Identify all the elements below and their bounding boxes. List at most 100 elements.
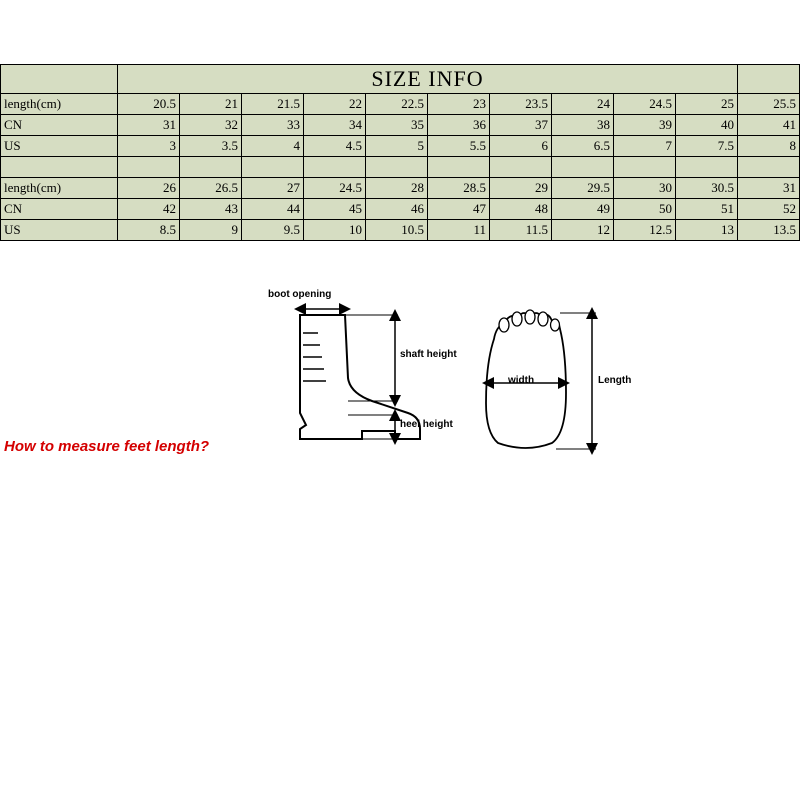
cell: 25 <box>676 94 738 115</box>
table-row: length(cm) 26 26.5 27 24.5 28 28.5 29 29… <box>1 178 800 199</box>
cell: 52 <box>738 199 800 220</box>
cell: 37 <box>490 115 552 136</box>
cell: 35 <box>366 115 428 136</box>
cell: 22 <box>304 94 366 115</box>
cell: 11.5 <box>490 220 552 241</box>
cell: 21 <box>180 94 242 115</box>
cell: 51 <box>676 199 738 220</box>
cell: 3 <box>118 136 180 157</box>
empty-cell <box>738 65 800 94</box>
cell: 31 <box>738 178 800 199</box>
cell: 12.5 <box>614 220 676 241</box>
empty-cell <box>1 65 118 94</box>
cell: 6.5 <box>552 136 614 157</box>
table-title: SIZE INFO <box>118 65 738 94</box>
cell: 26 <box>118 178 180 199</box>
shaft-height-label: shaft height <box>400 349 457 360</box>
cell: 20.5 <box>118 94 180 115</box>
empty-cell <box>428 157 490 178</box>
cell: 34 <box>304 115 366 136</box>
measure-question: How to measure feet length? <box>4 438 209 455</box>
empty-cell <box>738 157 800 178</box>
table-row: CN 31 32 33 34 35 36 37 38 39 40 41 <box>1 115 800 136</box>
size-table: SIZE INFO length(cm) 20.5 21 21.5 22 22.… <box>0 64 800 241</box>
table-row: CN 42 43 44 45 46 47 48 49 50 51 52 <box>1 199 800 220</box>
cell: 21.5 <box>242 94 304 115</box>
row-label: US <box>1 220 118 241</box>
cell: 50 <box>614 199 676 220</box>
cell: 6 <box>490 136 552 157</box>
cell: 29.5 <box>552 178 614 199</box>
cell: 4 <box>242 136 304 157</box>
row-label: CN <box>1 115 118 136</box>
cell: 5 <box>366 136 428 157</box>
cell: 25.5 <box>738 94 800 115</box>
cell: 9 <box>180 220 242 241</box>
cell: 47 <box>428 199 490 220</box>
cell: 29 <box>490 178 552 199</box>
size-table-container: SIZE INFO length(cm) 20.5 21 21.5 22 22.… <box>0 64 800 241</box>
table-row <box>1 157 800 178</box>
cell: 9.5 <box>242 220 304 241</box>
cell: 5.5 <box>428 136 490 157</box>
row-label: US <box>1 136 118 157</box>
cell: 33 <box>242 115 304 136</box>
cell: 3.5 <box>180 136 242 157</box>
row-label: CN <box>1 199 118 220</box>
cell: 24.5 <box>304 178 366 199</box>
cell: 23 <box>428 94 490 115</box>
row-label: length(cm) <box>1 94 118 115</box>
empty-cell <box>180 157 242 178</box>
cell: 13.5 <box>738 220 800 241</box>
cell: 7 <box>614 136 676 157</box>
empty-cell <box>366 157 428 178</box>
empty-cell <box>676 157 738 178</box>
cell: 48 <box>490 199 552 220</box>
cell: 10.5 <box>366 220 428 241</box>
cell: 46 <box>366 199 428 220</box>
cell: 23.5 <box>490 94 552 115</box>
length-label: Length <box>598 375 631 386</box>
width-label: width <box>508 375 534 386</box>
cell: 40 <box>676 115 738 136</box>
cell: 27 <box>242 178 304 199</box>
empty-cell <box>614 157 676 178</box>
row-label: length(cm) <box>1 178 118 199</box>
cell: 44 <box>242 199 304 220</box>
table-row: US 8.5 9 9.5 10 10.5 11 11.5 12 12.5 13 … <box>1 220 800 241</box>
cell: 24 <box>552 94 614 115</box>
cell: 39 <box>614 115 676 136</box>
cell: 41 <box>738 115 800 136</box>
empty-cell <box>490 157 552 178</box>
cell: 30.5 <box>676 178 738 199</box>
cell: 43 <box>180 199 242 220</box>
empty-cell <box>552 157 614 178</box>
boot-opening-label: boot opening <box>268 289 331 300</box>
heel-height-label: heel height <box>400 419 453 430</box>
cell: 30 <box>614 178 676 199</box>
table-row: US 3 3.5 4 4.5 5 5.5 6 6.5 7 7.5 8 <box>1 136 800 157</box>
table-row: SIZE INFO <box>1 65 800 94</box>
cell: 8.5 <box>118 220 180 241</box>
cell: 13 <box>676 220 738 241</box>
cell: 24.5 <box>614 94 676 115</box>
cell: 4.5 <box>304 136 366 157</box>
cell: 10 <box>304 220 366 241</box>
cell: 8 <box>738 136 800 157</box>
cell: 31 <box>118 115 180 136</box>
cell: 42 <box>118 199 180 220</box>
cell: 32 <box>180 115 242 136</box>
cell: 45 <box>304 199 366 220</box>
empty-cell <box>242 157 304 178</box>
cell: 36 <box>428 115 490 136</box>
cell: 49 <box>552 199 614 220</box>
empty-cell <box>1 157 118 178</box>
cell: 22.5 <box>366 94 428 115</box>
table-row: length(cm) 20.5 21 21.5 22 22.5 23 23.5 … <box>1 94 800 115</box>
cell: 12 <box>552 220 614 241</box>
cell: 7.5 <box>676 136 738 157</box>
cell: 28 <box>366 178 428 199</box>
cell: 11 <box>428 220 490 241</box>
cell: 38 <box>552 115 614 136</box>
cell: 28.5 <box>428 178 490 199</box>
